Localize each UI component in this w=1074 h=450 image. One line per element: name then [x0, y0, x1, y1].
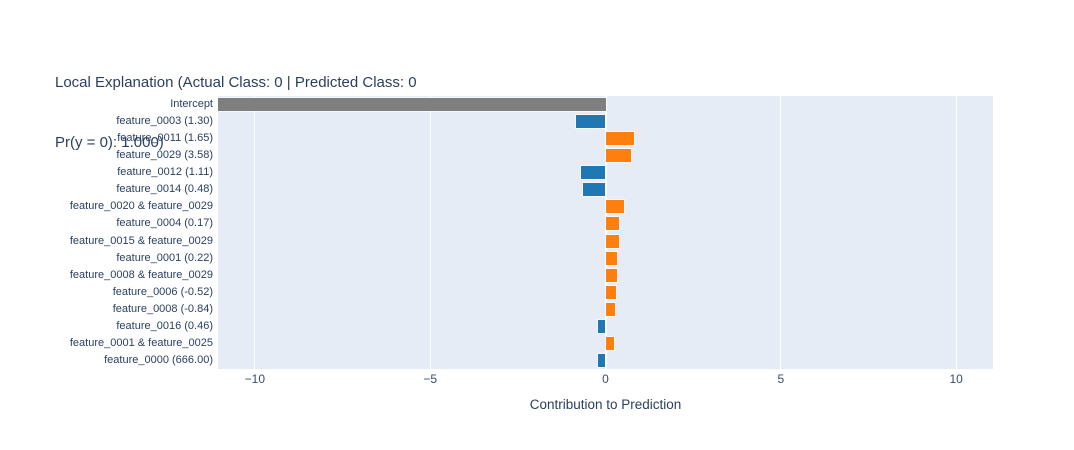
y-tick-label: feature_0006 (-0.52) [112, 285, 213, 298]
chart-title-line1: Local Explanation (Actual Class: 0 | Pre… [55, 74, 417, 91]
contribution-bar [579, 165, 607, 181]
x-tick-label: −10 [244, 372, 265, 386]
contribution-bar [604, 284, 618, 300]
contribution-bar [604, 216, 620, 232]
y-tick-label: feature_0004 (0.17) [116, 217, 213, 230]
y-tick-label: feature_0029 (3.58) [116, 149, 213, 162]
y-tick-label: feature_0011 (1.65) [117, 132, 213, 145]
contribution-bar [604, 335, 615, 351]
chart-title-line2: Pr(y = 0): 1.000) [55, 134, 164, 151]
contribution-bar [604, 131, 635, 147]
contribution-bar [604, 233, 620, 249]
x-tick-label: 5 [777, 372, 785, 386]
intercept-bar [217, 97, 607, 113]
y-tick-label: feature_0016 (0.46) [116, 319, 213, 332]
y-tick-label: feature_0008 (-0.84) [112, 302, 213, 315]
y-tick-label: feature_0014 (0.48) [116, 183, 213, 196]
contribution-bar [604, 267, 619, 283]
y-tick-label: feature_0001 & feature_0025 [69, 336, 213, 349]
y-axis-labels: Intercept feature_0003 (1.30) feature_0011… [0, 96, 213, 369]
y-tick-label: feature_0012 (1.11) [117, 166, 213, 179]
x-axis-title: Contribution to Prediction [529, 397, 682, 412]
y-tick-label: Intercept [170, 98, 213, 110]
plot-area [217, 96, 993, 369]
x-tick-label: 0 [602, 372, 609, 386]
x-tick-label: −5 [423, 372, 437, 386]
contribution-bar [604, 301, 617, 317]
gridline [780, 96, 782, 369]
y-tick-label: feature_0003 (1.30) [116, 115, 213, 128]
contribution-bar [597, 318, 607, 334]
gridline [955, 96, 957, 369]
x-tick-label: 10 [949, 372, 963, 386]
y-tick-label: feature_0000 (666.00) [104, 353, 213, 366]
zero-gridline [604, 96, 607, 369]
contribution-bar [581, 182, 607, 198]
contribution-bar [604, 250, 619, 266]
contribution-bar [604, 199, 626, 215]
contribution-bar [575, 114, 607, 130]
chart-title: Local Explanation (Actual Class: 0 | Pre… [55, 33, 417, 193]
contribution-bar [604, 148, 633, 164]
gridline [429, 96, 431, 369]
x-axis-ticks: −10 −5 0 5 10 [218, 372, 993, 390]
y-tick-label: feature_0008 & feature_0029 [69, 268, 213, 281]
y-tick-label: feature_0001 (0.22) [116, 251, 213, 264]
y-tick-label: feature_0020 & feature_0029 [69, 200, 213, 213]
gridline [254, 96, 256, 369]
y-tick-label: feature_0015 & feature_0029 [69, 234, 213, 247]
contribution-bar [597, 352, 607, 368]
